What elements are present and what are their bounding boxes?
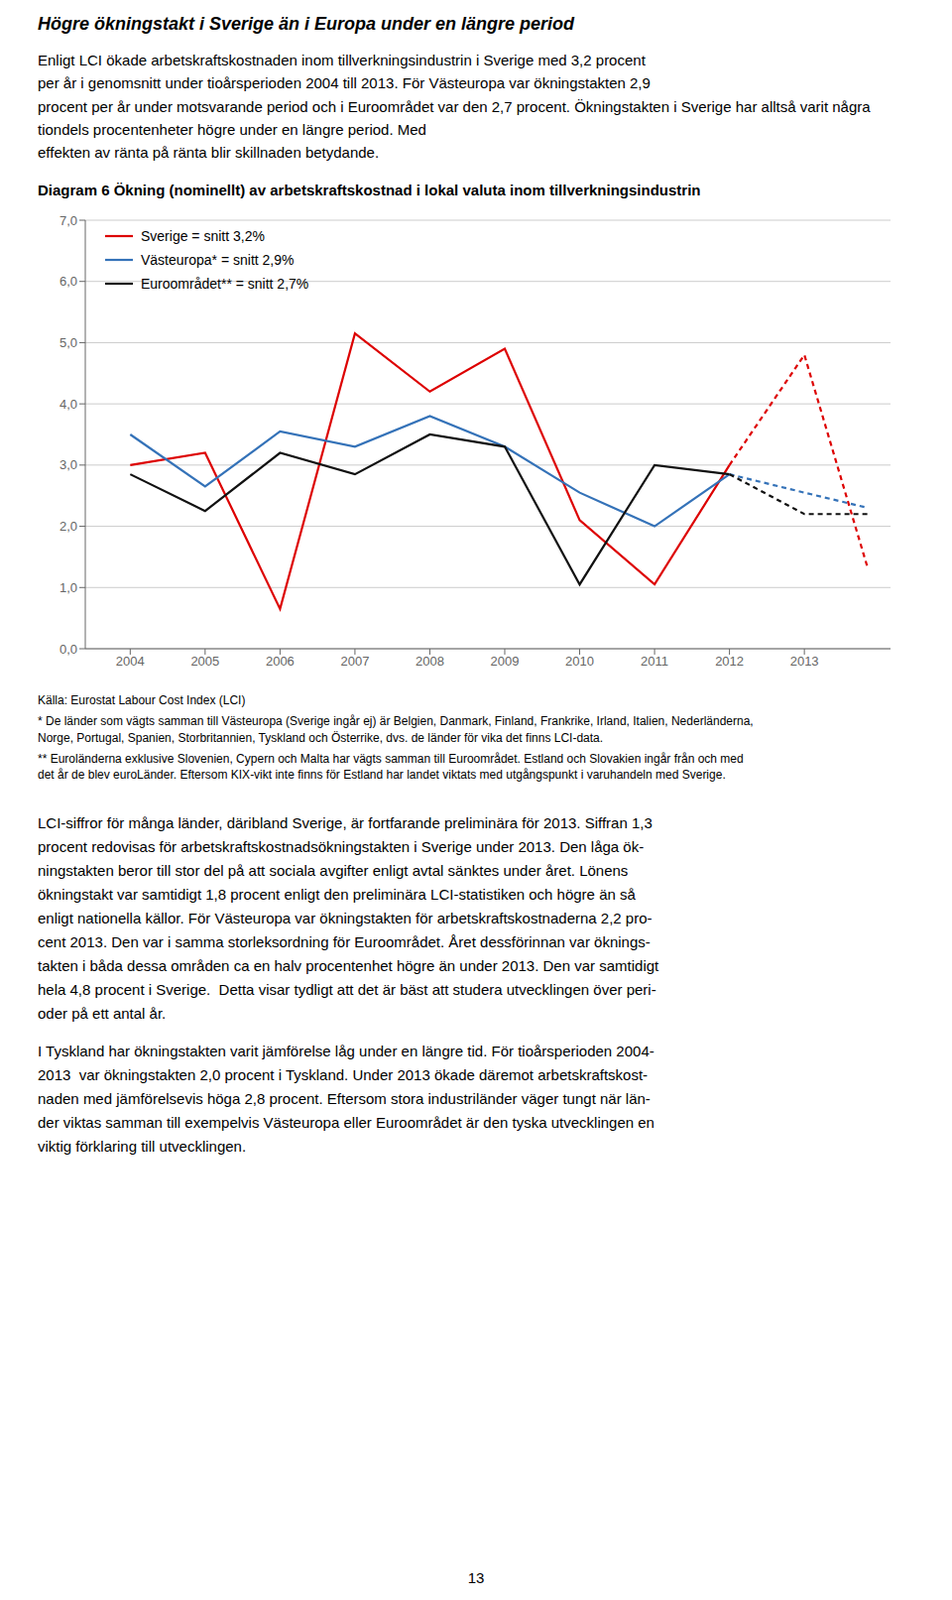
html-text:effekten av ränta på ränta bli: effekten av ränta på ränta blir skillnad… <box>37 143 379 161</box>
html-text:2013 var ökningstakten 2,0 pro: 2013 var ökningstakten 2,0 procent i Tys… <box>37 1066 648 1084</box>
html-text:ningstakten beror till stor de: ningstakten beror till stor del på att s… <box>37 861 629 879</box>
html-text:cent 2013. Den var i samma sto: cent 2013. Den var i samma storleksordni… <box>37 933 651 951</box>
html-text:Euroområdet** = snitt 2,7%: Euroområdet** = snitt 2,7% <box>140 275 309 292</box>
html-text:naden med jämförelsevis höga 2: naden med jämförelsevis höga 2,8 procent… <box>37 1090 651 1107</box>
html-text:oder på ett antal år.: oder på ett antal år. <box>37 1004 166 1022</box>
svg-text:3,0: 3,0 <box>59 458 78 474</box>
html-text:ökningstakt var samtidigt 1,8: ökningstakt var samtidigt 1,8 procent en… <box>37 885 636 903</box>
svg-text:1,0: 1,0 <box>59 580 78 595</box>
svg-text:2004: 2004 <box>116 653 145 669</box>
html-text:der viktas samman till exempel: der viktas samman till exempelvis Västeu… <box>37 1113 655 1131</box>
svg-text:7,0: 7,0 <box>59 213 78 229</box>
svg-text:2012: 2012 <box>714 653 744 669</box>
svg-text:4,0: 4,0 <box>59 396 78 412</box>
svg-text:0,0: 0,0 <box>59 641 78 657</box>
html-text:Högre ökningstakt i Sverige än: Högre ökningstakt i Sverige än i Europa … <box>37 13 575 34</box>
svg-text:2011: 2011 <box>640 653 669 669</box>
html-text:enligt nationella källor. För: enligt nationella källor. För Västeuropa… <box>37 909 653 927</box>
svg-text:2008: 2008 <box>415 653 445 669</box>
html-text:takten i båda dessa områden ca: takten i båda dessa områden ca en halv p… <box>37 957 659 975</box>
svg-text:2013: 2013 <box>790 653 820 669</box>
html-text:LCI-siffror för många länder,: LCI-siffror för många länder, däribland … <box>37 814 653 832</box>
html-text:procent redovisas för arbetskr: procent redovisas för arbetskraftskostna… <box>37 838 644 856</box>
html-text:13: 13 <box>467 1568 485 1586</box>
html-text:I Tyskland har ökningstakten v: I Tyskland har ökningstakten varit jämfö… <box>37 1042 655 1060</box>
html-text:hela 4,8 procent i Sverige. De: hela 4,8 procent i Sverige. Detta visar … <box>37 980 657 998</box>
svg-text:2005: 2005 <box>190 653 220 669</box>
svg-text:2007: 2007 <box>340 653 369 669</box>
html-text:per år i genomsnitt under tioå: per år i genomsnitt under tioårsperioden… <box>37 74 651 92</box>
html-text:** Euroländerna exklusive Slov: ** Euroländerna exklusive Slovenien, Cyp… <box>37 751 744 782</box>
html-text:procent per år under motsvaran: procent per år under motsvarande period … <box>37 97 871 138</box>
html-text:Källa: Eurostat Labour Cost In: Källa: Eurostat Labour Cost Index (LCI) <box>37 693 246 708</box>
html-text:Sverige = snitt 3,2%: Sverige = snitt 3,2% <box>140 228 265 245</box>
html-text:Västeuropa* = snitt 2,9%: Västeuropa* = snitt 2,9% <box>140 252 295 269</box>
svg-text:2006: 2006 <box>265 653 295 669</box>
svg-text:6,0: 6,0 <box>59 274 78 290</box>
html-text:* De länder som vägts samman t: * De länder som vägts samman till Västeu… <box>37 714 754 745</box>
html-text:viktig förklaring till utveckl: viktig förklaring till utvecklingen. <box>37 1137 247 1155</box>
svg-text:2009: 2009 <box>490 653 520 669</box>
svg-text:2,0: 2,0 <box>59 518 78 534</box>
html-text:Diagram 6 Ökning (nominellt) a: Diagram 6 Ökning (nominellt) av arbetskr… <box>37 181 701 199</box>
svg-text:5,0: 5,0 <box>59 335 78 351</box>
svg-text:2010: 2010 <box>565 653 595 669</box>
html-text:Enligt LCI ökade arbetskraftsk: Enligt LCI ökade arbetskraftskostnaden i… <box>37 51 646 69</box>
